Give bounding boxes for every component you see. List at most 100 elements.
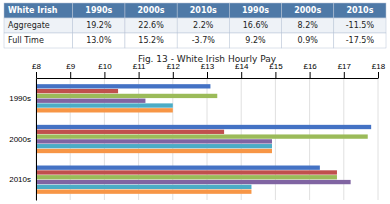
bar	[36, 180, 351, 184]
tick: £8	[32, 62, 41, 78]
table-cell	[4, 33, 73, 48]
table-text: -17.5%	[346, 36, 375, 45]
tick: £9	[66, 62, 75, 78]
table-header-cell	[4, 3, 73, 18]
table-header-text: 2010s	[190, 6, 217, 15]
table-header-text: 1990s	[85, 6, 112, 15]
table-text: 0.9%	[298, 36, 319, 45]
tick-label: £8	[32, 62, 41, 71]
table-header-text: White Irish	[8, 6, 58, 15]
series	[36, 103, 272, 189]
table-header-text: 2000s	[138, 6, 165, 15]
table-cell	[229, 33, 281, 48]
bar	[36, 139, 272, 143]
table-cell	[282, 33, 334, 48]
table-header-text: 1990s	[242, 6, 269, 15]
tick-mark	[241, 72, 242, 78]
table-text: 16.6%	[243, 21, 269, 30]
table-text: 9.2%	[245, 36, 266, 45]
table: White Irish1990s2000s2010s1990s2000s2010…	[4, 3, 386, 48]
grid-line	[378, 78, 379, 200]
table-header-cell	[282, 3, 334, 18]
bar	[36, 99, 145, 103]
tick: £17	[338, 62, 352, 78]
table-cell	[229, 18, 281, 33]
tick-mark	[36, 72, 37, 78]
table-text: 15.2%	[138, 36, 164, 45]
tick: £15	[269, 62, 283, 78]
table-cell	[334, 18, 386, 33]
bar	[36, 130, 224, 134]
table-cell	[177, 18, 229, 33]
table-cell	[125, 33, 177, 48]
tick: £10	[98, 62, 112, 78]
axis-line	[37, 78, 379, 79]
bar	[36, 103, 173, 107]
tick: £12	[167, 62, 181, 78]
tick-mark	[378, 72, 379, 78]
tick-mark	[344, 72, 345, 78]
series	[36, 84, 371, 170]
table-text: -3.7%	[192, 36, 216, 45]
table-header-cell	[177, 3, 229, 18]
tick: 1990s	[9, 94, 36, 103]
table-cell	[282, 18, 334, 33]
grid	[36, 78, 378, 200]
table-header-cell	[125, 3, 177, 18]
bar	[36, 94, 217, 98]
tick-mark	[207, 72, 208, 78]
tick: £18	[372, 62, 386, 78]
table-header-cell	[334, 3, 386, 18]
tick: 2000s	[9, 135, 36, 144]
series	[36, 89, 337, 175]
table-text: Aggregate	[8, 21, 50, 30]
bar	[36, 185, 251, 189]
table-header-cell	[73, 3, 125, 18]
tick-label: £9	[66, 62, 75, 71]
table-text: -11.5%	[346, 21, 375, 30]
table-cell	[4, 18, 73, 33]
bars	[36, 84, 371, 194]
plot: £8 £9 £10 £11 £12 £13 £14 £15 £16 £17 £18 1990s 2000…	[9, 62, 386, 201]
tick-mark	[275, 72, 276, 78]
bar	[36, 125, 371, 129]
bar	[36, 108, 173, 112]
chart: White Irish 1990s 2000s 2010s 1990s 2000s 2010…	[0, 0, 390, 204]
bar	[36, 134, 368, 138]
bar	[36, 84, 210, 88]
table-text: 2.2%	[193, 21, 214, 30]
table-cell	[73, 18, 125, 33]
table-cell	[334, 33, 386, 48]
table-text: 8.2%	[298, 21, 319, 30]
series	[36, 108, 272, 194]
y-axis: 1990s 2000s 2010s	[9, 79, 36, 201]
tick-mark	[310, 72, 311, 78]
table-text: 19.2%	[86, 21, 112, 30]
table-text: 13.0%	[86, 36, 112, 45]
bar	[36, 175, 337, 179]
series	[36, 99, 351, 185]
table-text: 22.6%	[138, 21, 164, 30]
tick-mark	[139, 72, 140, 78]
tick: £14	[235, 62, 249, 78]
bar	[36, 170, 337, 174]
table-text: Full Time	[8, 36, 44, 45]
tick-label: 2010s	[9, 175, 31, 184]
table-cell	[73, 33, 125, 48]
tick-mark	[173, 72, 174, 78]
tick-label: £17	[338, 62, 352, 71]
bar	[36, 190, 251, 194]
bar	[36, 149, 272, 153]
table-cell	[125, 18, 177, 33]
tick: £13	[201, 62, 215, 78]
tick: £11	[133, 62, 146, 78]
table-header-cell	[229, 3, 281, 18]
axis-line	[36, 79, 37, 201]
bar	[36, 144, 272, 148]
tick-label: £16	[303, 62, 317, 71]
title: Fig. 13 - White Irish Hourly Pay	[138, 54, 277, 64]
tick: £16	[303, 62, 317, 78]
series	[36, 94, 368, 180]
tick-mark	[70, 72, 71, 78]
table-header-text: 2000s	[294, 6, 321, 15]
